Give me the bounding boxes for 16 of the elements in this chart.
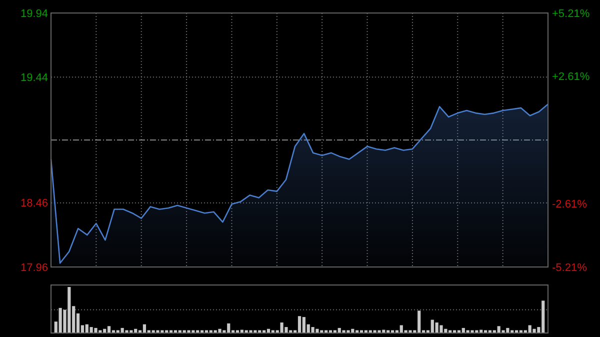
bar [107,326,111,332]
y-tick-label: 19.44 [20,72,48,84]
y2-tick-label: +5.21% [552,8,590,20]
bar [218,328,222,332]
y-tick-label: 19.94 [20,8,48,20]
y-tick-label: 18.46 [20,198,48,210]
y2-tick-label: -5.21% [552,262,588,274]
bar [440,325,443,332]
y2-tick-label: -2.61% [552,198,588,210]
bar [298,316,302,332]
y2-tick-label: +2.61% [552,71,590,84]
bar [94,328,98,332]
y-tick-label: 17.96 [20,262,48,274]
bar [142,324,146,332]
bar [266,328,270,332]
bar [532,328,536,332]
